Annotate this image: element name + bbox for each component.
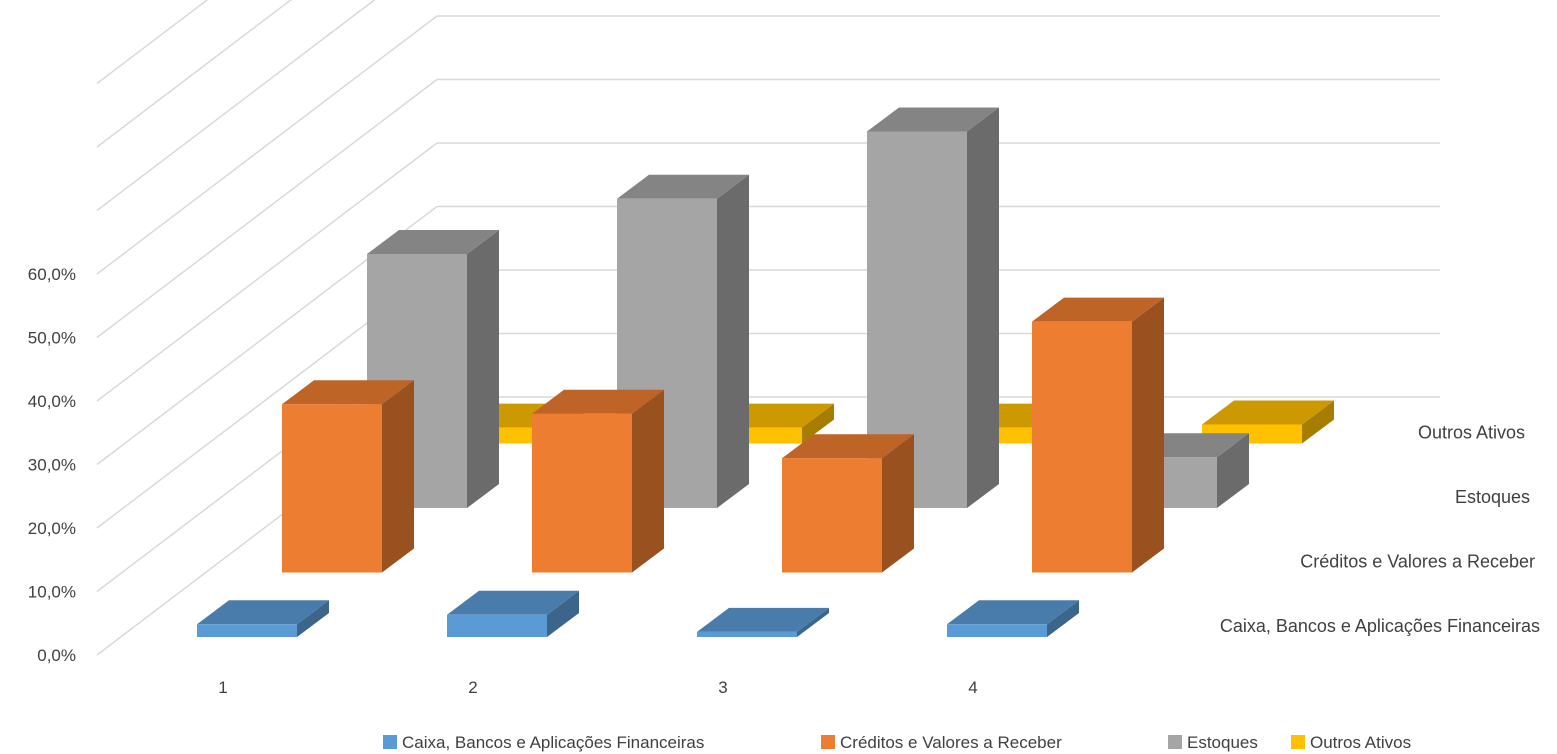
y-tick-label: 30,0% bbox=[28, 456, 76, 475]
y-tick-label: 60,0% bbox=[28, 265, 76, 284]
legend-swatch bbox=[821, 735, 835, 749]
bar-side bbox=[382, 380, 414, 573]
legend-swatch bbox=[1168, 735, 1182, 749]
gridline-side bbox=[96, 142, 438, 402]
x-tick-label: 3 bbox=[718, 678, 727, 697]
bar-front bbox=[282, 404, 382, 573]
bar-side bbox=[797, 607, 829, 637]
bar-side bbox=[1217, 433, 1249, 508]
legend-swatch bbox=[1291, 735, 1305, 749]
y-tick-label: 40,0% bbox=[28, 392, 76, 411]
series-depth-label: Estoques bbox=[1455, 487, 1530, 507]
bar bbox=[532, 389, 664, 573]
bar-side bbox=[802, 403, 834, 444]
bar-side bbox=[967, 107, 999, 508]
bar-top bbox=[782, 434, 914, 459]
bar bbox=[947, 600, 1079, 637]
chart-bars bbox=[197, 107, 1334, 637]
legend-swatch bbox=[383, 735, 397, 749]
gridline-side bbox=[96, 78, 438, 339]
legend-label: Outros Ativos bbox=[1310, 733, 1411, 752]
bar-top bbox=[1032, 297, 1164, 322]
bar-side bbox=[1132, 297, 1164, 573]
legend-label: Caixa, Bancos e Aplicações Financeiras bbox=[402, 733, 704, 752]
bar-side bbox=[547, 590, 579, 637]
bar-front bbox=[1032, 321, 1132, 573]
series-depth-labels: Caixa, Bancos e Aplicações Financeiras Cr… bbox=[1220, 423, 1540, 637]
bar-side bbox=[297, 600, 329, 637]
y-tick-label: 0,0% bbox=[37, 646, 76, 665]
gridline-side bbox=[96, 0, 209, 85]
y-axis-ticks: 0,0% 10,0% 20,0% 30,0% 40,0% 50,0% 60,0% bbox=[28, 265, 76, 665]
x-tick-label: 1 bbox=[218, 678, 227, 697]
bar-top bbox=[1202, 400, 1334, 425]
gridline-side bbox=[96, 0, 292, 148]
bar-side bbox=[467, 230, 499, 508]
bar-top bbox=[367, 230, 499, 254]
gridline-side bbox=[96, 0, 376, 212]
series-depth-label: Outros Ativos bbox=[1418, 423, 1525, 443]
gridline-side bbox=[96, 15, 438, 275]
y-tick-label: 10,0% bbox=[28, 583, 76, 602]
bar bbox=[447, 590, 579, 637]
bar-front bbox=[697, 631, 797, 637]
bar-side bbox=[1047, 600, 1079, 637]
bar bbox=[697, 607, 829, 637]
bar bbox=[1032, 297, 1164, 573]
y-tick-label: 20,0% bbox=[28, 519, 76, 538]
bar-top bbox=[947, 600, 1079, 625]
bar-side bbox=[632, 389, 664, 573]
legend-label: Créditos e Valores a Receber bbox=[840, 733, 1062, 752]
bar bbox=[867, 107, 999, 508]
bar-top bbox=[697, 607, 829, 632]
bar-front bbox=[197, 624, 297, 637]
bar-top bbox=[532, 389, 664, 414]
bar-front bbox=[532, 413, 632, 573]
bar-front bbox=[782, 458, 882, 573]
y-tick-label: 50,0% bbox=[28, 329, 76, 348]
bar bbox=[282, 380, 414, 573]
bar-side bbox=[717, 174, 749, 508]
bar-top bbox=[282, 380, 414, 405]
x-tick-label: 4 bbox=[968, 678, 977, 697]
bar-side bbox=[1302, 400, 1334, 444]
legend-label: Estoques bbox=[1187, 733, 1258, 752]
bar-front bbox=[447, 614, 547, 637]
bar-top bbox=[197, 600, 329, 625]
bar-side bbox=[882, 434, 914, 573]
bar bbox=[782, 434, 914, 573]
series-depth-label: Caixa, Bancos e Aplicações Financeiras bbox=[1220, 616, 1540, 636]
bar-top bbox=[617, 174, 749, 199]
series-depth-label: Créditos e Valores a Receber bbox=[1300, 552, 1535, 572]
bar-top bbox=[447, 590, 579, 615]
x-axis-ticks: 1 2 3 4 bbox=[218, 678, 977, 697]
bar bbox=[197, 600, 329, 637]
bar-front bbox=[947, 624, 1047, 637]
bar-top bbox=[867, 107, 999, 132]
x-tick-label: 2 bbox=[468, 678, 477, 697]
legend: Caixa, Bancos e Aplicações Financeiras Cr… bbox=[383, 733, 1411, 752]
